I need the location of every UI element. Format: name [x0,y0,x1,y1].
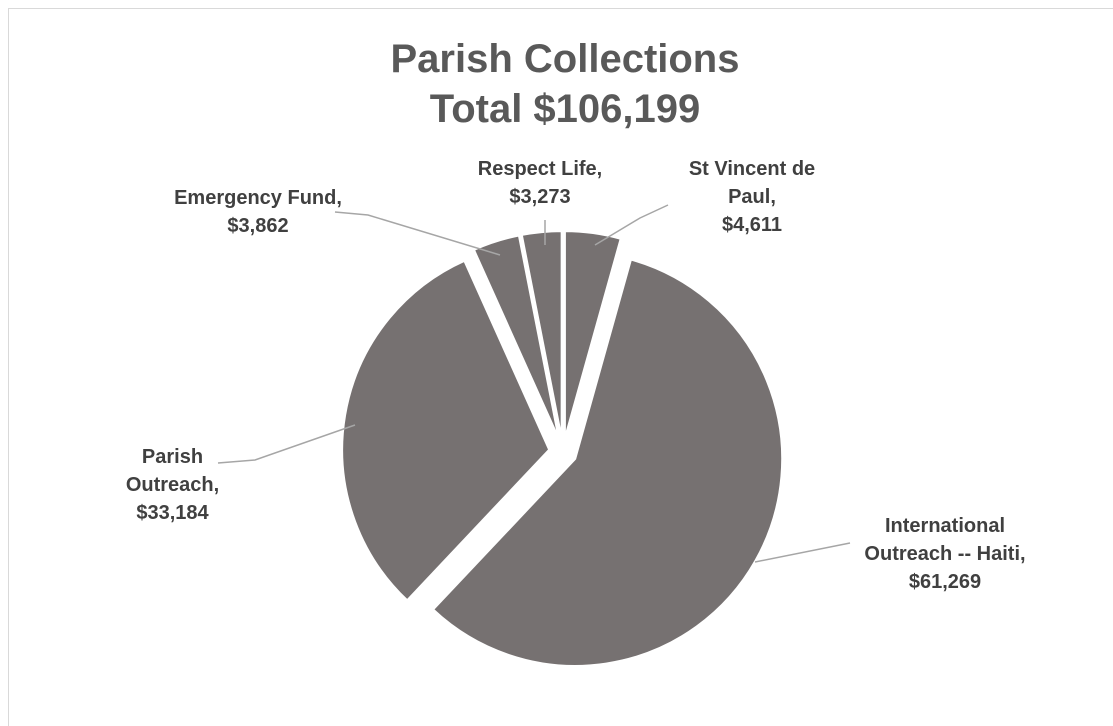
pie-slice [341,259,551,602]
pie-slice [563,230,622,439]
value-label: $3,862 [227,215,289,237]
value-label: $4,611 [721,214,783,236]
data-label: Parish Outreach, $33,184 [110,443,235,527]
leader-line [334,211,501,256]
leader-line [754,542,851,563]
leader-line [594,204,669,246]
category-label: International Outreach -- Haiti, [864,515,1026,565]
category-label: Respect Life, [477,158,603,180]
pie-slice [431,258,784,667]
data-label: Respect Life, $3,273 [440,155,640,211]
data-label: Emergency Fund, $3,862 [168,184,348,240]
pie-slice [520,230,563,439]
data-label: St Vincent de Paul, $4,611 [672,155,832,239]
value-label: $33,184 [136,502,209,524]
leader-line [217,424,356,464]
category-label: St Vincent de Paul, [688,158,816,208]
value-label: $3,273 [509,186,571,208]
category-label: Emergency Fund, [174,187,342,209]
pie-slice [472,234,560,440]
chart-title: Parish Collections [391,37,740,81]
data-label: International Outreach -- Haiti, $61,269 [855,512,1035,596]
value-label: $61,269 [908,571,982,593]
category-label: Parish Outreach, [125,446,220,496]
chart-subtitle: Total $106,199 [430,87,701,131]
